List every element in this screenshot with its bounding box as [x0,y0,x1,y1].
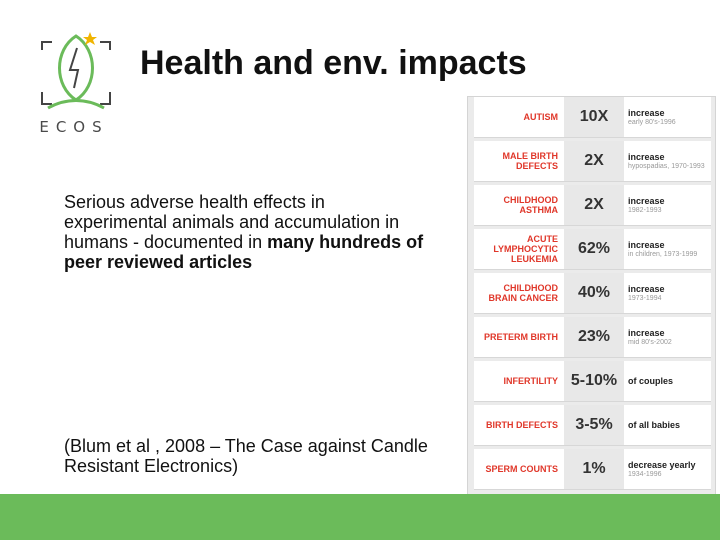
row-label: ACUTE LYMPHOCYTIC LEUKEMIA [474,229,564,269]
body-text-normal: Serious adverse health effects in experi… [64,192,400,252]
row-desc: increase [628,107,665,118]
row-value: 40% [564,273,624,313]
row-sub: in children, 1973-1999 [628,250,698,258]
row-label: AUTISM [474,97,564,137]
table-row: AUTISM 10X increase early 80's-1996 [474,97,711,138]
statistics-table: AUTISM 10X increase early 80's-1996 MALE … [467,96,716,496]
row-value: 62% [564,229,624,269]
row-value: 2X [564,141,624,181]
row-value: 5-10% [564,361,624,401]
row-sub: mid 80's-2002 [628,338,672,346]
row-label: CHILDHOOD BRAIN CANCER [474,273,564,313]
table-row: BIRTH DEFECTS 3-5% of all babies [474,405,711,446]
row-sub: 1982-1993 [628,206,662,214]
table-row: CHILDHOOD BRAIN CANCER 40% increase 1973-… [474,273,711,314]
row-value: 1% [564,449,624,489]
row-label: BIRTH DEFECTS [474,405,564,445]
logo-text: ECOS [39,118,109,136]
table-row: MALE BIRTH DEFECTS 2X increase hypospadia… [474,141,711,182]
body-paragraph: Serious adverse health effects in experi… [64,192,424,272]
row-desc: increase [628,327,665,338]
leaf-icon [41,32,111,110]
table-row: CHILDHOOD ASTHMA 2X increase 1982-1993 [474,185,711,226]
row-desc: increase [628,151,665,162]
row-label: SPERM COUNTS [474,449,564,489]
table-row: INFERTILITY 5-10% of couples [474,361,711,402]
row-sub: 1934-1996 [628,470,662,478]
star-icon [83,32,97,45]
row-value: 2X [564,185,624,225]
row-value: 10X [564,97,624,137]
table-row: ACUTE LYMPHOCYTIC LEUKEMIA 62% increase i… [474,229,711,270]
table-row: PRETERM BIRTH 23% increase mid 80's-2002 [474,317,711,358]
row-sub: 1973-1994 [628,294,662,302]
row-desc: of couples [628,376,674,386]
row-sub: early 80's-1996 [628,118,676,126]
row-sub: hypospadias, 1970-1993 [628,162,705,170]
footer-bar [0,494,720,540]
row-desc: decrease yearly [628,459,696,470]
row-desc: increase [628,283,665,294]
slide-title: Health and env. impacts [140,44,527,82]
row-value: 3-5% [564,405,624,445]
row-desc: increase [628,195,665,206]
body-text-bold: many hundreds of peer reviewed articles [64,232,424,272]
row-desc: of all babies [628,420,681,430]
row-label: CHILDHOOD ASTHMA [474,185,564,225]
row-label: INFERTILITY [474,361,564,401]
row-label: PRETERM BIRTH [474,317,564,357]
row-value: 23% [564,317,624,357]
citation: (Blum et al , 2008 – The Case against Ca… [64,436,428,476]
row-desc: increase [628,239,665,250]
ecos-logo: ECOS [36,28,116,138]
row-label: MALE BIRTH DEFECTS [474,141,564,181]
table-row: SPERM COUNTS 1% decrease yearly 1934-1996 [474,449,711,490]
